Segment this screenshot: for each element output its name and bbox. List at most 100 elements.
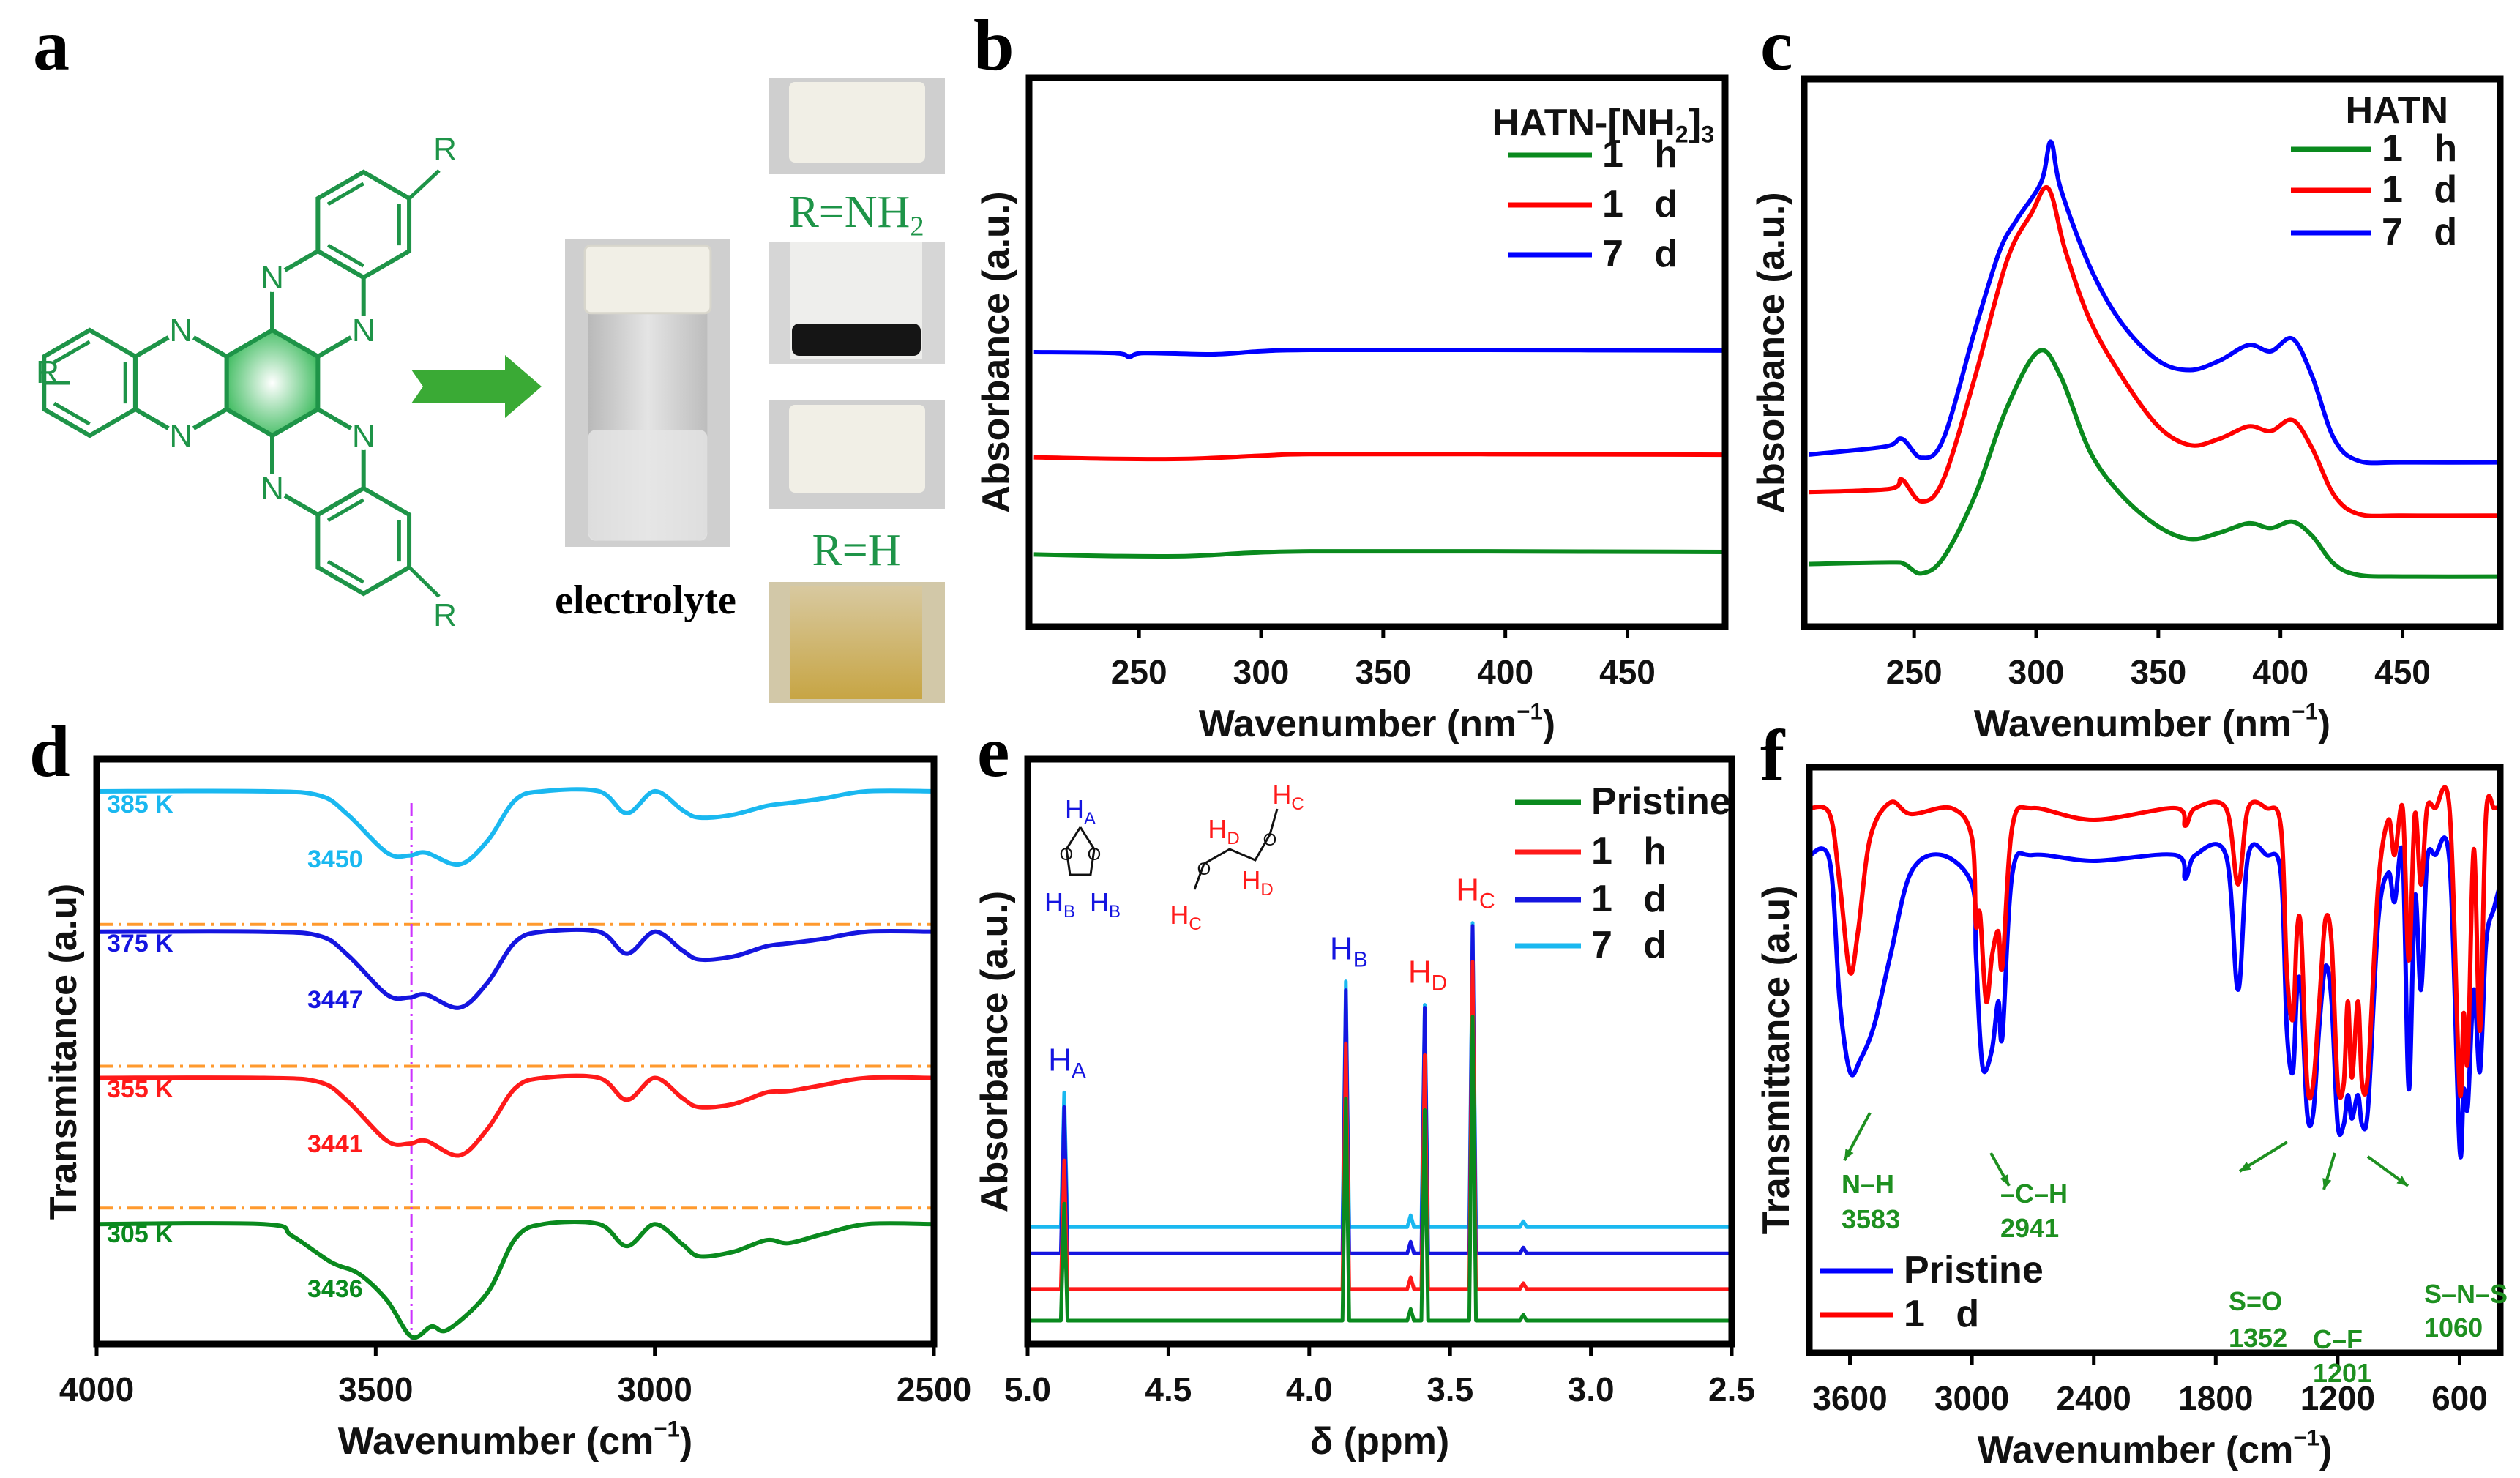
peak-wavenumber-label: 3450: [307, 846, 363, 873]
x-tick-label: 350: [2130, 653, 2186, 691]
panel-letter-d: d: [29, 711, 70, 792]
atom-bg: [258, 263, 287, 292]
double-bond: [326, 243, 364, 268]
h-main: H: [1208, 814, 1227, 844]
nitrogen-atom-label: N: [352, 418, 375, 454]
x-tick-label: 400: [2252, 653, 2308, 691]
h-sub: D: [1227, 829, 1239, 848]
annotation-label: –C–H: [2000, 1179, 2068, 1209]
structure-h-label: HA: [1065, 794, 1096, 829]
chart-panel-f: 3600 3000 2400 1800 1200 600 Wavenumber (cm−1)…: [1755, 764, 2508, 1471]
temperature-label: 375 K: [107, 930, 173, 958]
benzene-ring: [315, 169, 412, 280]
series-line-305-k: [97, 1220, 934, 1340]
nitrogen-atom-label: N: [352, 313, 375, 348]
x-axis-label-part: ): [2319, 1429, 2332, 1471]
peak-label: HB: [1330, 931, 1368, 972]
nitrogen-atom-label: N: [169, 418, 192, 454]
peak-label-sub: A: [1072, 1059, 1086, 1083]
plot-frame: [1025, 74, 1729, 630]
plot-frame: [1806, 764, 2504, 1356]
structure-h-label: HC: [1272, 780, 1304, 814]
legend-title-part: ]: [1689, 102, 1701, 144]
label-electrolyte: electrolyte: [555, 578, 736, 623]
h-sub: C: [1189, 914, 1201, 934]
plot-area: [97, 787, 934, 1340]
annotation-arrowhead-icon: [2000, 1174, 2009, 1186]
temperature-label: 355 K: [107, 1075, 173, 1103]
x-axis-label-part: Wavenumber (cm: [338, 1420, 654, 1463]
x-tick-label: 3.5: [1427, 1370, 1473, 1408]
x-axis-label-part: ): [2318, 703, 2330, 745]
peak-label-main: H: [1408, 955, 1432, 990]
annotation-arrowhead-icon: [1844, 1149, 1854, 1160]
peak-wavenumber-label: 3447: [307, 986, 363, 1014]
vial-cap: [789, 82, 925, 163]
h-main: H: [1272, 780, 1291, 810]
series-line-pristine: [1028, 1015, 1732, 1323]
x-tick-label: 300: [1233, 653, 1290, 691]
h-sub: D: [1260, 880, 1273, 900]
chart-panel-b: 250 300 350 400 450 Wavenumber (nm−1) Absorban…: [975, 74, 1729, 745]
x-tick-label: 2500: [897, 1370, 971, 1408]
atom-bg: [166, 316, 196, 345]
oxygen-atom-label: O: [1263, 830, 1277, 850]
h-sub: A: [1084, 809, 1096, 829]
chart-panel-d: 4000 3500 3000 2500 Wavenumber (cm−1) Transmi…: [42, 755, 971, 1463]
dioxolane-ring: [1065, 826, 1096, 876]
atom-bg: [258, 474, 287, 503]
annotation-label: S=O: [2229, 1286, 2282, 1316]
peak-wavenumber-label: 3441: [307, 1130, 363, 1158]
atom-bg: [348, 421, 378, 450]
double-bond: [326, 559, 364, 584]
benzene-ring: [42, 327, 138, 438]
x-tick-label: 3500: [338, 1370, 413, 1408]
h-sub: B: [1109, 902, 1121, 922]
legend-label: 7 d: [1591, 924, 1667, 966]
legend-label: Pristine: [1591, 780, 1731, 823]
oxygen-atom-label: O: [1088, 845, 1102, 865]
peak-label-sub: D: [1432, 971, 1448, 996]
x-axis-label-part: Wavenumber (nm: [1199, 703, 1517, 745]
substituent-label-r: R: [36, 354, 59, 390]
double-bond: [53, 401, 91, 426]
peak-label-main: H: [1456, 873, 1479, 908]
structure-h-label: HB: [1090, 887, 1121, 922]
chart-panel-e: 5.0 4.5 4.0 3.5 3.0 2.5 δ (ppm) Absorbance (a.u…: [973, 755, 1755, 1463]
annotation-value: 1201: [2313, 1358, 2371, 1388]
annotation-value: 1352: [2229, 1323, 2287, 1353]
legend-label: 1 d: [1591, 878, 1667, 920]
legend-title-part: HATN-[NH: [1492, 102, 1675, 144]
x-tick-label: 4.0: [1286, 1370, 1333, 1408]
h-sub: C: [1291, 794, 1304, 814]
vial-cap: [583, 244, 712, 315]
label-r-h-part: R=H: [812, 526, 900, 575]
x-axis-label-part: δ (ppm): [1310, 1420, 1449, 1463]
x-axis-label: Wavenumber (nm−1): [1974, 699, 2330, 745]
legend-label: 1 h: [1591, 830, 1667, 873]
legend-label: 7 d: [2382, 211, 2457, 253]
series-line-1-d: [1809, 785, 2500, 1101]
x-tick-label: 250: [1111, 653, 1167, 691]
annotation-arrowhead-icon: [2396, 1176, 2408, 1186]
label-r-h: R=H: [812, 526, 900, 575]
series-line-385-k: [97, 787, 934, 867]
legend-label: 1 h: [1602, 133, 1678, 176]
structure-h-label: HD: [1208, 814, 1239, 848]
nitrogen-atom-label: N: [261, 260, 284, 296]
x-axis-label: Wavenumber (nm−1): [1199, 699, 1555, 745]
h-main: H: [1170, 900, 1189, 930]
x-axis-label-part: −1: [2293, 1425, 2319, 1451]
series-line-7-d: [1809, 139, 2500, 466]
x-axis-label: Wavenumber (cm−1): [1978, 1425, 2332, 1471]
legend-title-part: HATN: [2345, 89, 2448, 132]
reaction-arrow-icon: [411, 355, 542, 418]
annotation-value: 3583: [1842, 1204, 1900, 1234]
label-r-nh2: R=NH2: [788, 187, 924, 242]
plot-frame: [1024, 755, 1735, 1348]
annotation-arrowhead-icon: [2322, 1178, 2332, 1190]
legend-title-part: 2: [1675, 122, 1689, 148]
peak-label: HC: [1456, 873, 1495, 914]
series-line-7-d: [1033, 347, 1725, 359]
vial-electrolyte: [565, 239, 730, 547]
